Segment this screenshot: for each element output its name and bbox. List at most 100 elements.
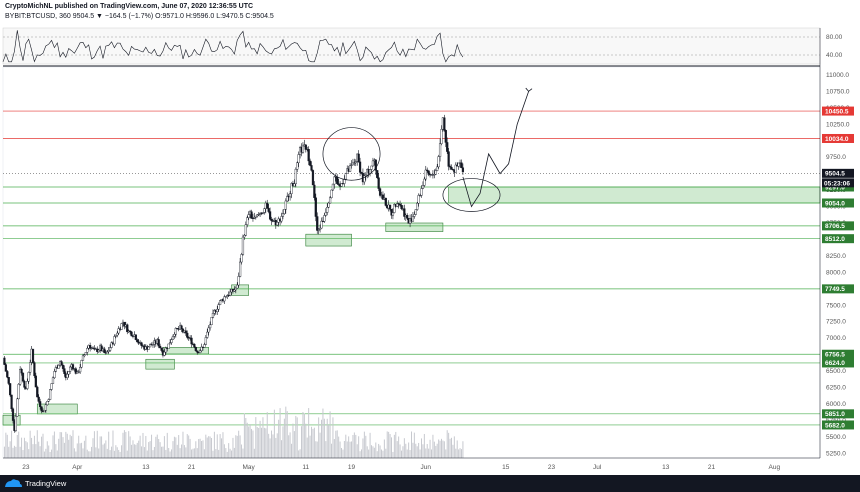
candle-body [403,208,406,217]
candle-body [151,344,155,346]
candle-body [290,183,293,194]
candle-body [6,371,9,378]
candle-body [416,202,419,210]
time-tick-label: 19 [348,464,356,471]
candle-body [353,162,356,164]
candle-body [451,169,455,171]
candle-body [239,261,242,277]
price-tag-label: 10450.5 [825,108,849,115]
candle-body [243,235,246,238]
price-tag [822,106,854,116]
price-tag [822,234,854,244]
candle-body [164,347,167,353]
candle-body [44,404,47,411]
candle-body [437,156,440,168]
candle-body [354,161,357,163]
candle-body [348,165,352,172]
price-tick-label: 9750.0 [826,154,846,161]
candle-body [54,367,57,372]
candle-body [246,217,249,225]
candle-body [46,401,49,406]
candle-body [171,336,175,340]
time-axis[interactable]: 23 Apr 13 21 May 11 19 Jun 15 23 Jul 13 21 Aug [3,457,820,471]
candle-body [281,213,285,217]
candle-body [236,284,239,289]
candle-body [324,212,327,216]
candle-body [77,371,80,373]
price-grid [2,66,821,459]
candle-body [460,162,463,168]
candle-body [37,396,40,402]
candle-body [351,162,355,166]
candle-body [123,321,126,327]
oscillator-level-label: 40.00 [826,52,843,59]
candle-body [438,143,442,157]
candle-body [294,169,297,184]
candle-body [261,212,265,214]
candle-body [113,336,116,345]
candle-body [390,209,393,216]
price-tag [822,349,854,359]
candle-body [421,185,425,189]
candle-body [199,350,202,354]
candle-body [314,197,317,217]
candle-body [39,401,42,407]
time-tick-label: 23 [548,464,556,471]
candle-body [110,342,113,348]
candle-body [216,308,219,312]
candle-body [224,296,227,298]
candle-body [43,410,46,413]
candle-body [293,183,296,187]
candle-body [4,364,7,372]
candle-body [134,334,137,340]
candle-body [393,203,396,213]
candle-body [331,183,335,191]
candle-body [247,214,250,218]
projection-arrow-icon [525,87,533,92]
price-tick-label: 10750.0 [826,88,850,95]
time-tick-label: 13 [662,464,670,471]
candle-body [63,368,66,374]
candle-body [414,209,417,215]
candle-body [406,215,409,219]
candle-body [207,327,210,333]
candle-body [49,389,52,400]
time-tick-label: May [243,464,256,471]
candle-body [424,169,427,180]
support-zone [145,358,175,370]
candle-body [204,337,207,345]
candle-body [250,211,253,219]
candle-body [206,331,209,338]
candle-body [328,197,332,204]
candle-body [301,145,305,153]
candle-body [448,166,452,168]
candle-body [436,166,439,171]
candle-body [149,344,152,348]
candle-body [450,166,453,170]
candle-body [180,325,183,330]
candle-body [200,346,203,351]
candle-body [66,373,69,378]
candle-body [304,144,307,150]
candle-body [160,347,163,351]
footer-bar [0,475,860,492]
candle-body [147,346,150,350]
countdown-label: 05:23:06 [824,180,850,187]
price-tick-label: 6250.0 [826,385,846,392]
candle-body [326,207,329,213]
candle-body [186,332,189,338]
candle-body [376,170,379,178]
candle-body [233,289,236,292]
candle-body [217,304,220,310]
price-tag-label: 9297.0 [825,184,845,191]
price-tag-label: 6624.0 [825,360,845,367]
projection-path [462,91,530,208]
price-tag-label: 8706.5 [825,223,845,230]
price-tick-label: 8250.0 [826,253,846,260]
candle-body [374,159,377,171]
price-tag-label: 6756.5 [825,352,845,359]
retest-ellipse [442,178,501,212]
candle-body [80,360,83,368]
candle-body [418,195,422,197]
